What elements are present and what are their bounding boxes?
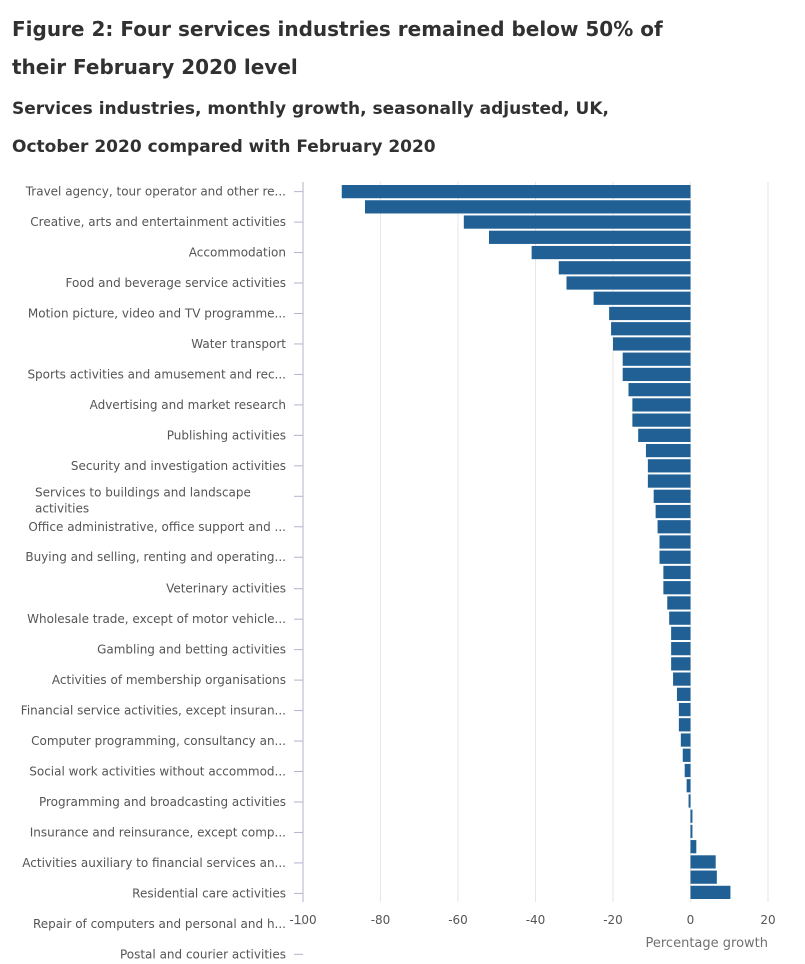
category-label: Buying and selling, renting and operatin… [25, 550, 286, 564]
category-label: Security and investigation activities [71, 459, 286, 473]
bar [659, 550, 691, 564]
x-tick-label: -60 [448, 913, 468, 927]
category-label: Advertising and market research [90, 398, 286, 412]
bar [558, 261, 691, 275]
category-label: Services to buildings and landscape activ… [35, 485, 251, 515]
bar [341, 185, 691, 199]
bar [645, 443, 691, 458]
bar [609, 306, 691, 321]
bar [365, 200, 691, 214]
category-label: Social work activities without accommod.… [29, 765, 286, 779]
category-label: Wholesale trade, except of motor vehicle… [27, 612, 286, 626]
bar [613, 337, 691, 351]
bar [686, 779, 691, 793]
gridlines [380, 182, 769, 902]
bar [632, 413, 691, 427]
category-label: Computer programming, consultancy an... [31, 734, 286, 748]
category-label: Motion picture, video and TV programme..… [28, 306, 286, 320]
bar [671, 657, 691, 671]
bar [684, 763, 691, 778]
bar [593, 291, 691, 305]
category-label: Financial service activities, except ins… [21, 704, 286, 718]
bar [657, 520, 691, 534]
x-tick-label: -100 [289, 913, 316, 927]
x-tick-label: -20 [603, 913, 623, 927]
bars [341, 185, 731, 899]
bar [673, 672, 691, 686]
bar [647, 474, 691, 488]
bar [531, 245, 691, 260]
category-label: Veterinary activities [166, 582, 286, 596]
bar [622, 367, 691, 382]
bar [647, 459, 691, 473]
category-label: Activities auxiliary to financial servic… [22, 856, 286, 870]
category-label: Activities of membership organisations [52, 673, 286, 687]
category-label: Repair of computers and personal and h..… [33, 917, 286, 931]
bar [632, 398, 691, 412]
bar [680, 733, 691, 747]
x-axis-title: Percentage growth [646, 936, 769, 951]
bar [669, 611, 691, 625]
bar [690, 809, 693, 823]
bar [690, 870, 717, 884]
category-label: Insurance and reinsurance, except comp..… [30, 825, 286, 839]
bar [653, 489, 691, 503]
category-labels: Travel agency, tour operator and other r… [21, 185, 286, 962]
bar [628, 383, 691, 397]
category-label: Accommodation [189, 246, 286, 260]
category-label: Creative, arts and entertainment activit… [30, 215, 286, 229]
bar [489, 230, 691, 244]
bar [690, 840, 697, 854]
bar [638, 428, 691, 442]
category-label: Residential care activities [132, 886, 286, 900]
category-label: Water transport [191, 337, 286, 351]
bar [676, 687, 691, 701]
bar [688, 794, 691, 808]
bar [690, 855, 716, 869]
chart-subtitle: Services industries, monthly growth, sea… [12, 99, 609, 157]
bar [671, 626, 691, 641]
x-tick-label: -40 [526, 913, 546, 927]
x-tick-label: 0 [687, 913, 695, 927]
x-axis-ticks: -100 -80 -60 -40 -20 0 20 [289, 913, 775, 927]
chart-title: Figure 2: Four services industries remai… [12, 17, 663, 79]
category-label: Travel agency, tour operator and other r… [25, 185, 286, 199]
y-axis [294, 182, 304, 955]
bar [655, 504, 691, 519]
bar [463, 215, 691, 229]
bar [690, 885, 731, 899]
bar [663, 565, 691, 580]
bar [611, 322, 691, 336]
bar [663, 581, 691, 595]
bar [678, 718, 691, 732]
category-label: Food and beverage service activities [66, 276, 286, 290]
bar [690, 824, 693, 839]
category-label: Sports activities and amusement and rec.… [27, 367, 286, 381]
bar [622, 352, 691, 366]
category-label: Gambling and betting activities [97, 643, 286, 657]
bar [671, 642, 691, 656]
bar [667, 596, 691, 610]
bar [566, 276, 691, 290]
category-label: Postal and courier activities [120, 947, 286, 961]
x-tick-label: 20 [760, 913, 775, 927]
x-tick-label: -80 [371, 913, 391, 927]
category-label: Programming and broadcasting activities [39, 795, 286, 809]
category-label: Office administrative, office support an… [28, 520, 286, 534]
category-label: Publishing activities [167, 428, 286, 442]
bar [659, 535, 691, 549]
bar [678, 702, 691, 717]
bar [682, 748, 691, 762]
